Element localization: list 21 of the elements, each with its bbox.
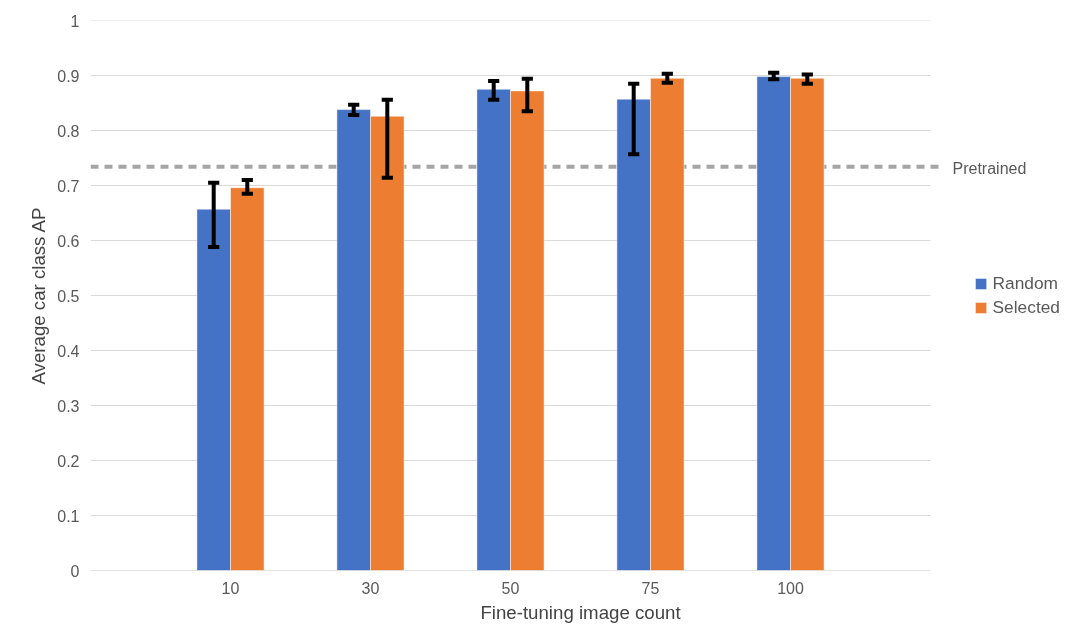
ref-line-label: Pretrained <box>952 159 1027 177</box>
x-tick-label: 10 <box>221 579 240 597</box>
y-axis-title: Average car class AP <box>28 207 50 385</box>
x-tick-label: 100 <box>777 579 804 597</box>
y-tick-label: 0.9 <box>57 67 80 85</box>
y-tick-label: 0.7 <box>57 177 80 195</box>
x-tick-label: 50 <box>501 579 520 597</box>
x-tick-label: 30 <box>361 579 380 597</box>
y-tick-label: 0.5 <box>57 287 80 305</box>
x-tick-label: 75 <box>641 579 660 597</box>
y-tick-label: 0.4 <box>57 342 80 360</box>
y-tick-label: 0.6 <box>57 232 80 250</box>
y-tick-label: 0.2 <box>57 452 80 470</box>
y-tick-label: 1 <box>70 12 80 30</box>
legend-label: Random <box>992 272 1059 294</box>
y-tick-label: 0 <box>70 562 80 580</box>
y-tick-label: 0.1 <box>57 507 80 525</box>
y-tick-label: 0.8 <box>57 122 80 140</box>
legend-label: Selected <box>992 296 1060 318</box>
x-axis-title: Fine-tuning image count <box>480 601 682 623</box>
y-tick-label: 0.3 <box>57 397 80 415</box>
